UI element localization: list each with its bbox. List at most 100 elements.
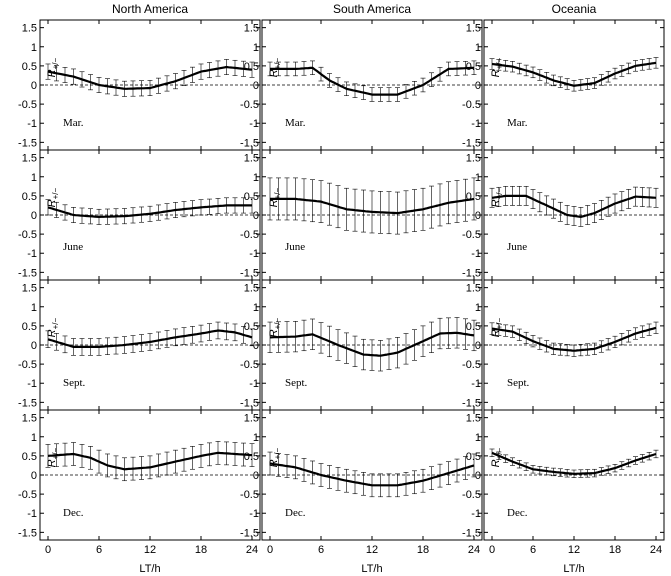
y-tick-label: 0 [253,210,259,222]
y-tick-label: -0.5 [462,489,481,501]
y-tick-label: 0 [475,80,481,92]
y-tick-label: -1 [27,378,37,390]
x-axis-label: LT/h [139,563,160,575]
y-tick-label: 1 [31,42,37,54]
panel: -1.5 -1 -0.5 0 0.5 1 1.5 R+/− Mar. [240,19,483,151]
y-tick-label: 0.5 [244,451,259,463]
month-label: Sept. [285,377,308,389]
y-axis-label: R+/− [490,448,504,468]
series-line [491,451,657,475]
x-tick-label: 18 [609,544,621,556]
y-tick-label: 1 [253,302,259,314]
column-title: South America [333,2,411,16]
panel: -1.5-1-0.500.511.50 6 12 18 24R+/−Dec. [462,409,665,556]
y-tick-label: 1.5 [22,283,37,295]
y-tick-label: -1.5 [18,267,37,279]
y-tick-label: -0.5 [462,359,481,371]
series-line [491,61,657,87]
x-tick-label: 24 [246,544,258,556]
y-tick-label: -1 [249,248,259,260]
y-tick-label: 0.5 [22,451,37,463]
x-tick-label: 0 [489,544,495,556]
y-tick-label: 0.5 [466,451,481,463]
y-tick-label: 0 [31,470,37,482]
y-tick-label: -1 [27,248,37,260]
month-label: Mar. [63,117,84,129]
y-tick-label: -1 [249,118,259,130]
y-axis-label: R+/− [490,58,504,78]
y-tick-label: 0.5 [22,61,37,73]
series-line [269,331,475,357]
y-tick-label: -0.5 [18,229,37,241]
series-line [47,451,253,471]
month-label: June [507,241,527,253]
x-tick-label: 0 [45,544,51,556]
x-tick-label: 12 [366,544,378,556]
y-axis-label: R+/− [46,188,60,208]
x-tick-label: 24 [650,544,662,556]
y-tick-label: -0.5 [240,99,259,111]
y-tick-label: 1.5 [22,413,37,425]
y-tick-label: 1 [475,42,481,54]
y-tick-label: 1 [475,302,481,314]
y-tick-label: 1.5 [466,413,481,425]
x-tick-label: 6 [318,544,324,556]
y-tick-label: -0.5 [240,489,259,501]
y-tick-label: -0.5 [18,359,37,371]
y-tick-label: 0.5 [466,61,481,73]
x-axis-label: LT/h [361,563,382,575]
y-tick-label: 0.5 [244,321,259,333]
panel: -1.5 -1 -0.5 0 0.5 1 1.5 R+/− June [18,149,261,281]
y-tick-label: -1.5 [462,137,481,149]
y-tick-label: 1 [253,432,259,444]
y-tick-label: 0 [475,470,481,482]
y-tick-label: -0.5 [462,229,481,241]
month-label: June [63,241,83,253]
y-tick-label: 0 [475,210,481,222]
y-tick-label: 1.5 [22,23,37,35]
y-tick-label: 1.5 [466,283,481,295]
series-line [47,204,252,218]
y-tick-label: -1.5 [240,527,259,539]
y-tick-label: 1 [31,302,37,314]
y-tick-label: 1 [31,432,37,444]
y-tick-label: -1 [471,378,481,390]
y-tick-label: -0.5 [18,99,37,111]
y-tick-label: 0.5 [466,191,481,203]
y-tick-label: 0 [31,80,37,92]
month-label: June [285,241,305,253]
column-title: North America [112,2,188,16]
y-tick-label: 0 [253,340,259,352]
y-tick-label: -1 [27,508,37,520]
y-tick-label: 1.5 [466,153,481,165]
month-label: Mar. [507,117,528,129]
y-tick-label: -1.5 [462,527,481,539]
panel: -1.5 -1 -0.5 0 0.5 1 1.5 R+/− June [240,149,483,281]
y-tick-label: 0.5 [22,321,37,333]
y-tick-label: -1 [471,118,481,130]
y-tick-label: -1 [471,508,481,520]
y-tick-label: 1.5 [466,23,481,35]
month-label: Sept. [63,377,86,389]
month-label: Mar. [285,117,306,129]
y-axis-label: R+/− [46,448,60,468]
y-tick-label: 1.5 [244,23,259,35]
y-tick-label: 0.5 [244,61,259,73]
x-tick-label: 6 [530,544,536,556]
panel: -1.5-1-0.500.511.50 6 12 18 24R+/−Dec. [240,409,483,556]
y-tick-label: 0.5 [466,321,481,333]
y-tick-label: 1.5 [22,153,37,165]
series-line [47,329,253,348]
y-tick-label: -1 [27,118,37,130]
series-line [270,197,475,215]
y-axis-label: R+/− [46,318,60,338]
series-line [269,462,475,487]
y-axis-label: R+/− [490,188,504,208]
y-tick-label: -0.5 [462,99,481,111]
column-title: Oceania [552,2,597,16]
x-tick-label: 0 [267,544,273,556]
series-line [47,65,253,90]
y-tick-label: -1.5 [240,137,259,149]
x-tick-label: 18 [417,544,429,556]
